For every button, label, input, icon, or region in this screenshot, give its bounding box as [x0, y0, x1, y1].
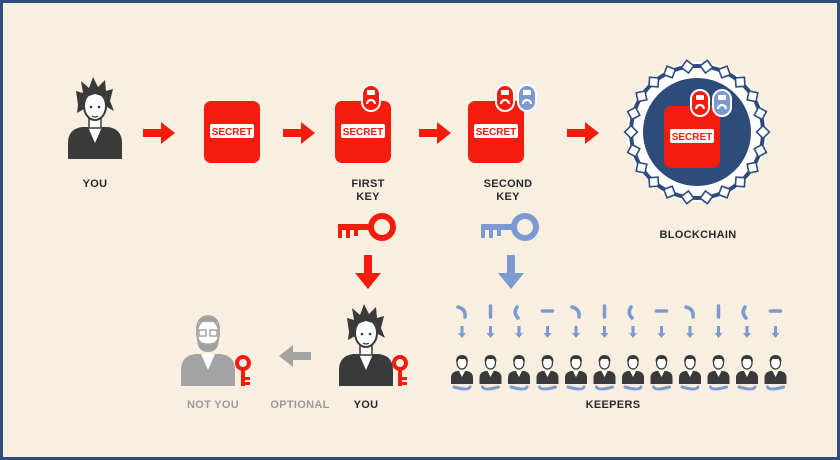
red-padlock-icon [494, 83, 516, 113]
label-optional: OPTIONAL [270, 399, 330, 411]
red-padlock-icon [360, 83, 382, 113]
blockchain-block-icon [746, 89, 759, 103]
small-arrow-down-icon [657, 326, 666, 338]
small-arrow-down-icon [686, 326, 694, 338]
key-fragment-icon [680, 385, 700, 391]
blockchain-block-icon [635, 161, 648, 175]
label-second-key-line2: KEY [496, 191, 520, 203]
blockchain-block-icon [662, 185, 677, 199]
blockchain-block-icon [746, 161, 759, 175]
arrow-left-icon [279, 345, 311, 367]
arrow-down-icon [355, 255, 381, 289]
small-arrow-down-icon [543, 326, 552, 338]
label-not-you: NOT YOU [186, 399, 239, 411]
key-fragment-icon [452, 385, 472, 391]
label-keepers: KEEPERS [585, 399, 641, 411]
label-second-key-line1: SECOND [483, 178, 533, 190]
blockchain-block-icon [648, 176, 660, 188]
arrow-icon [419, 122, 451, 144]
person-icon [338, 303, 394, 387]
key-fragment-icon [709, 385, 728, 391]
key-fragment-icon [481, 385, 500, 391]
arrow-icon [567, 122, 599, 144]
small-red-key-icon [392, 355, 408, 386]
arrow-icon [143, 122, 175, 144]
label-blockchain: BLOCKCHAIN [659, 229, 737, 241]
blockchain-block-icon [755, 124, 771, 140]
blockchain-ring-icon [623, 59, 771, 205]
blockchain-block-icon [623, 124, 639, 140]
keeper-person-icon [535, 354, 560, 385]
keeper-person-icon [592, 354, 617, 385]
key-fragment-icon [737, 385, 757, 391]
blockchain-block-icon [626, 106, 641, 121]
red-key-icon [338, 213, 396, 241]
keeper-person-icon [649, 354, 674, 385]
label-you-bottom: YOU [353, 399, 379, 411]
keeper-person-icon [507, 354, 531, 385]
blue-key-icon [481, 213, 539, 241]
blockchain-block-icon [698, 189, 714, 205]
keepers-group [450, 304, 788, 391]
key-fragment-icon [652, 385, 671, 391]
arrow-down-icon [498, 255, 524, 289]
first-key-locked-document [335, 83, 391, 163]
blockchain-block-icon [648, 76, 660, 88]
blockchain-block-icon [635, 89, 648, 103]
keeper-person-icon [763, 354, 788, 385]
small-red-key-icon [235, 355, 251, 386]
blockchain-block-icon [698, 59, 714, 75]
keeper-person-icon [621, 354, 645, 385]
label-you: YOU [82, 178, 108, 190]
blockchain-block-icon [680, 189, 696, 205]
blockchain-block-icon [734, 76, 746, 88]
key-fragment-icon [627, 305, 634, 320]
keeper-person-icon [735, 354, 759, 385]
small-arrow-down-icon [486, 326, 495, 338]
small-arrow-down-icon [458, 326, 466, 338]
small-arrow-down-icon [629, 326, 637, 338]
blockchain-block-icon [662, 65, 677, 79]
blockchain-block-icon [626, 143, 641, 158]
key-fragment-icon [684, 305, 695, 319]
key-fragment-icon [509, 385, 529, 391]
key-fragment-icon [513, 305, 520, 320]
blockchain-block-icon [753, 106, 768, 121]
small-arrow-down-icon [714, 326, 723, 338]
label-first-key-line1: FIRST [351, 178, 385, 190]
blockchain-block-icon [753, 143, 768, 158]
keeper-person-icon [450, 354, 474, 385]
key-fragment-icon [570, 305, 581, 319]
small-arrow-down-icon [572, 326, 580, 338]
label-first-key-line2: KEY [356, 191, 380, 203]
key-fragment-icon [538, 385, 557, 391]
second-key-locked-document [468, 83, 538, 163]
blockchain-block-icon [680, 59, 696, 75]
key-fragment-icon [456, 305, 467, 319]
small-arrow-down-icon [515, 326, 523, 338]
diagram-canvas: SECRET [67, 59, 788, 391]
person-icon [67, 76, 123, 160]
keeper-person-icon [678, 354, 702, 385]
keeper-person-icon [706, 354, 731, 385]
key-fragment-icon [741, 305, 748, 320]
key-fragment-icon [766, 385, 785, 391]
blue-padlock-icon [516, 83, 538, 113]
key-fragment-icon [566, 385, 586, 391]
blockchain-block-icon [717, 185, 732, 199]
secret-document-icon [204, 101, 260, 163]
keeper-person-icon [564, 354, 588, 385]
blockchain-block-icon [717, 65, 732, 79]
person-icon [180, 314, 236, 387]
key-fragment-icon [623, 385, 643, 391]
small-arrow-down-icon [743, 326, 751, 338]
arrow-icon [283, 122, 315, 144]
keeper-person-icon [478, 354, 503, 385]
small-arrow-down-icon [771, 326, 780, 338]
small-arrow-down-icon [600, 326, 609, 338]
key-fragment-icon [595, 385, 614, 391]
blockchain-block-icon [734, 176, 746, 188]
